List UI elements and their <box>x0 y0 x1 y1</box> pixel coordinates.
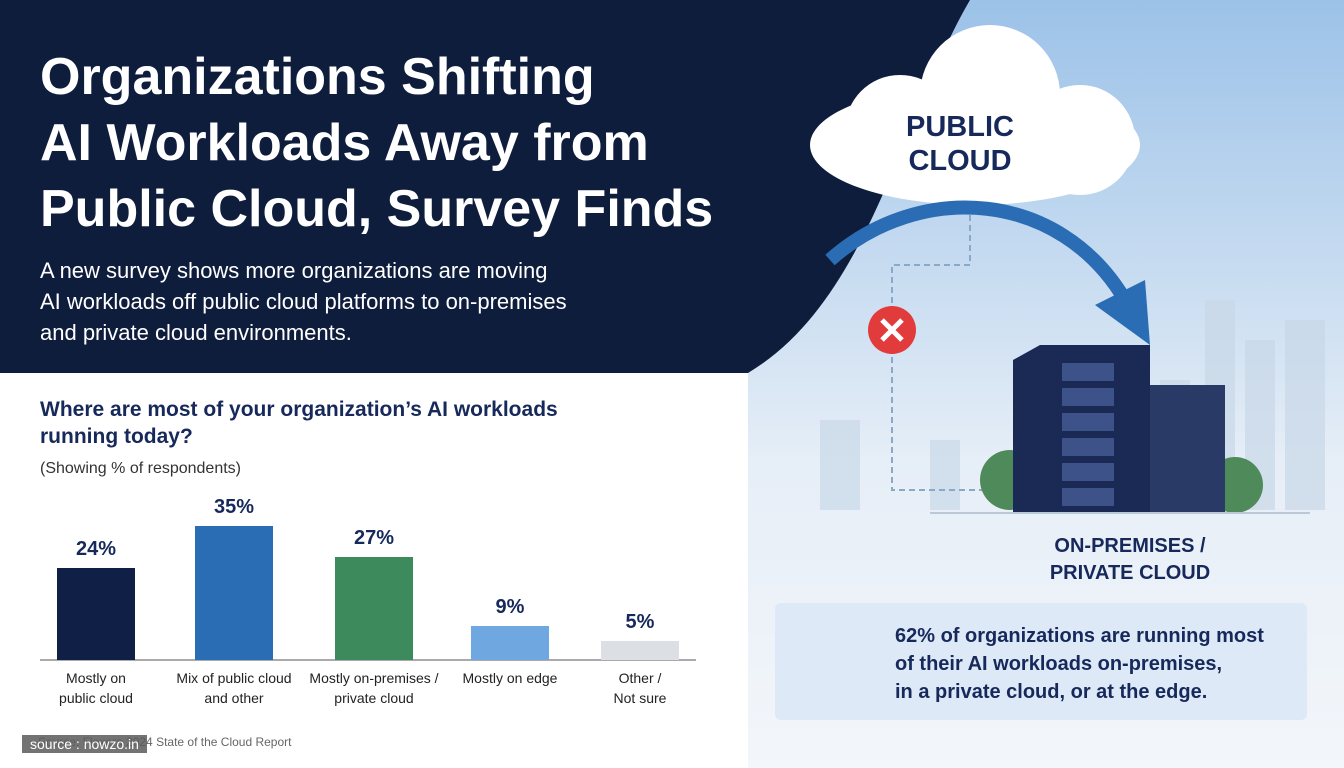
callout-text: 62% of organizations are running most of… <box>895 622 1264 706</box>
value-label: 27% <box>353 526 395 549</box>
value-label: 5% <box>625 610 655 633</box>
label-line: PRIVATE CLOUD <box>1049 562 1211 584</box>
bar <box>335 556 413 660</box>
label-line: ON-PREMISES / <box>1054 535 1206 557</box>
x-tick-label: Mostly on public cloud <box>59 670 133 706</box>
chart-title: Where are most of your organization’s AI… <box>40 398 558 448</box>
label-line: CLOUD <box>908 145 1012 177</box>
callout-line: 62% of organizations are running most <box>895 625 1264 647</box>
value-label: 9% <box>495 595 525 618</box>
subtitle: A new survey shows more organizations ar… <box>40 255 567 348</box>
bar <box>471 625 549 660</box>
watermark: source : nowzo.in <box>22 735 147 753</box>
callout-line: of their AI workloads on-premises, <box>895 653 1223 675</box>
title-line: AI Workloads Away from <box>40 114 649 172</box>
x-tick-label: Mostly on-premises / private cloud <box>309 670 439 706</box>
server-label: ON-PREMISES / PRIVATE CLOUD <box>1010 533 1250 587</box>
cloud-label: PUBLIC CLOUD <box>880 110 1040 178</box>
subtitle-line: and private cloud environments. <box>40 320 352 345</box>
chart-subtitle: (Showing % of respondents) <box>40 460 241 477</box>
bar <box>601 640 679 660</box>
title: Organizations Shifting AI Workloads Away… <box>40 44 713 242</box>
chart: 24% Mostly on public cloud 35% Mix of publi… <box>57 495 679 706</box>
x-tick-label: Other / Not sure <box>613 670 667 706</box>
value-label: 35% <box>213 495 255 518</box>
bar <box>195 525 273 660</box>
callout-box <box>775 603 1307 720</box>
x-tick-label: Mostly on edge <box>462 670 558 686</box>
title-line: Organizations Shifting <box>40 48 595 106</box>
title-line: Public Cloud, Survey Finds <box>40 180 714 238</box>
subtitle-line: AI workloads off public cloud platforms … <box>40 289 567 314</box>
bar <box>57 568 135 660</box>
label-line: PUBLIC <box>906 111 1014 143</box>
callout-line: in a private cloud, or at the edge. <box>895 681 1208 703</box>
x-tick-label: Mix of public cloud and other <box>176 670 292 706</box>
value-label: 24% <box>75 538 117 561</box>
subtitle-line: A new survey shows more organizations ar… <box>40 258 548 283</box>
